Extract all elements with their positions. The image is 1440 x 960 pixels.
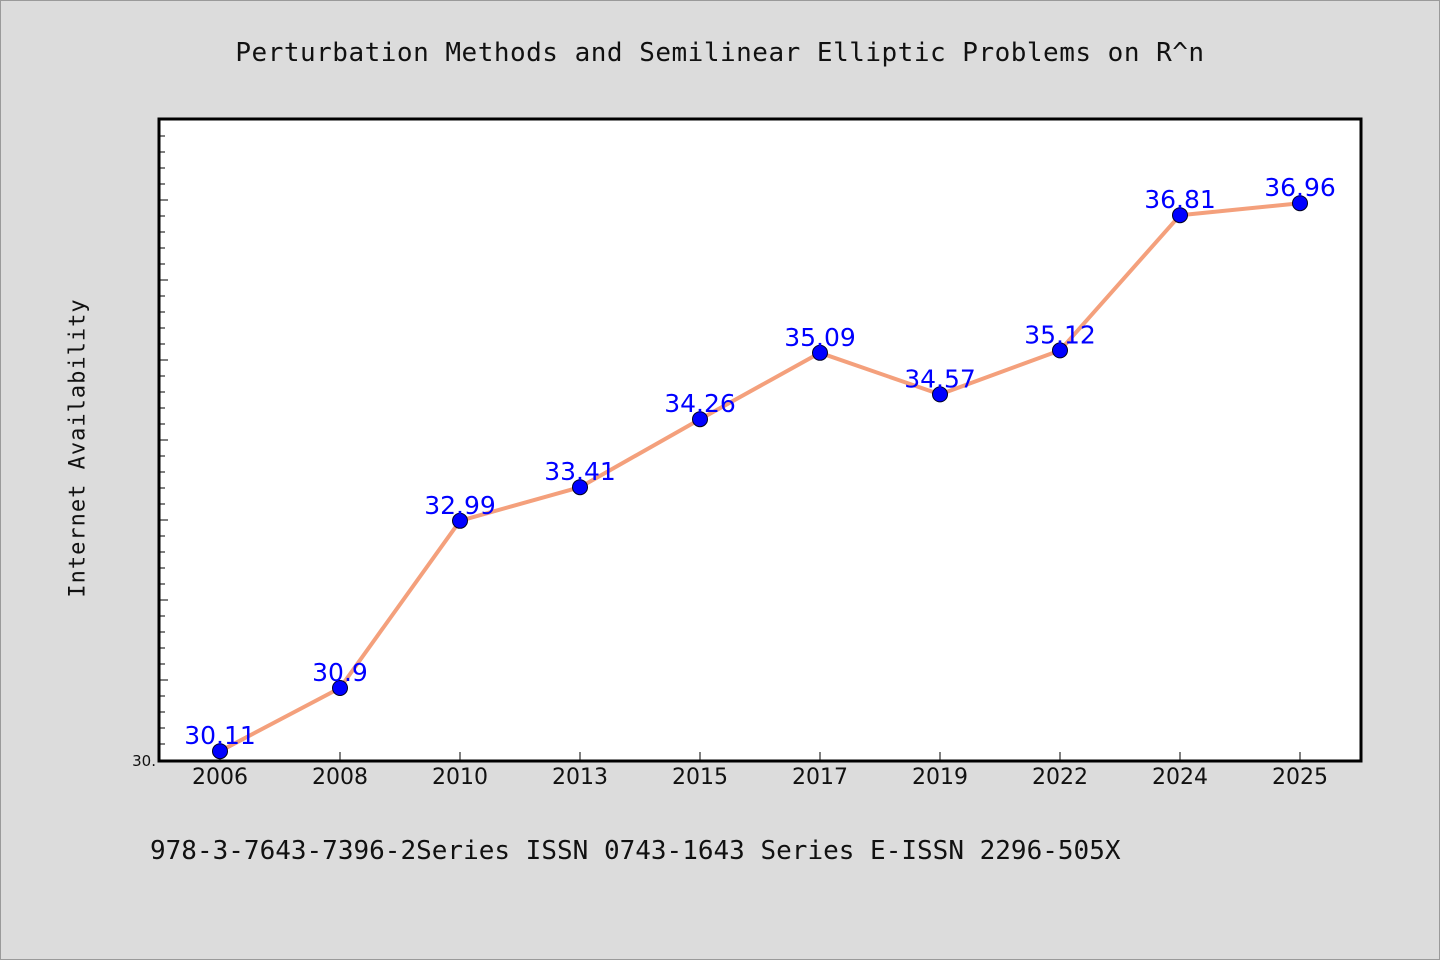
- data-label: 30.9: [312, 658, 368, 687]
- plot-area: [157, 117, 1363, 763]
- x-tick-label: 2019: [912, 765, 968, 790]
- data-label: 32.99: [424, 491, 496, 520]
- data-label: 35.09: [784, 323, 856, 352]
- data-label: 36.81: [1144, 185, 1216, 214]
- data-point: [692, 411, 708, 428]
- x-tick-label: 2013: [552, 765, 608, 790]
- y-tick-label: 30.: [132, 752, 156, 770]
- x-tick-label: 2025: [1272, 765, 1328, 790]
- data-point: [1292, 195, 1308, 212]
- data-point: [572, 479, 588, 496]
- data-point: [932, 386, 948, 403]
- chart-title: Perturbation Methods and Semilinear Elli…: [235, 38, 1205, 68]
- isbn-footer: 978-3-7643-7396-2Series ISSN 0743-1643 S…: [150, 836, 1121, 866]
- data-label: 36.96: [1264, 173, 1336, 202]
- data-point: [452, 512, 468, 529]
- data-point: [1052, 342, 1068, 359]
- data-label: 30.11: [184, 721, 256, 750]
- data-label: 34.57: [904, 364, 976, 393]
- data-label: 35.12: [1024, 320, 1096, 349]
- x-tick-label: 2017: [792, 765, 848, 790]
- data-label: 34.26: [664, 389, 736, 418]
- data-label: 33.41: [544, 457, 616, 486]
- data-point: [812, 344, 828, 361]
- series-line: [219, 201, 1301, 753]
- x-tick-label: 2006: [192, 765, 248, 790]
- x-tick-label: 2015: [672, 765, 728, 790]
- x-tick-label: 2024: [1152, 765, 1208, 790]
- data-point: [1172, 207, 1188, 224]
- data-point: [212, 743, 228, 760]
- data-point: [332, 680, 348, 696]
- x-tick-label: 2022: [1032, 765, 1088, 790]
- x-tick-label: 2008: [312, 765, 368, 790]
- x-tick-label: 2010: [432, 765, 488, 790]
